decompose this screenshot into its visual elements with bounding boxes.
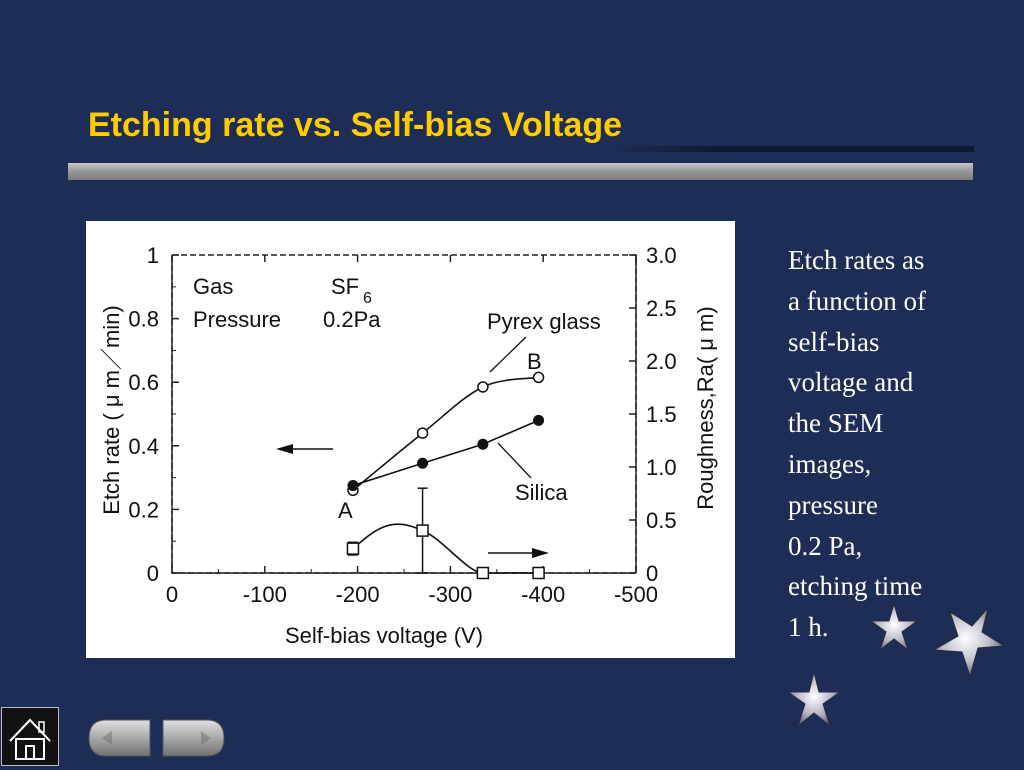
home-button[interactable] [1, 707, 59, 766]
data-point [346, 542, 360, 555]
data-point [532, 566, 545, 580]
y-left-tick-label: 0 [147, 561, 159, 586]
y-right-tick-label: 1.0 [646, 455, 677, 480]
x-tick-label: -100 [243, 582, 287, 607]
legend-pressure-label: Pressure [193, 307, 281, 332]
y-right-tick-label: 2.5 [646, 296, 677, 321]
side-line: the SEM [788, 408, 884, 439]
y-right-tick-label: 2.0 [646, 349, 677, 374]
prev-button[interactable] [88, 719, 151, 757]
y-right-tick-label: 3.0 [646, 243, 677, 268]
left-axis-arrow-head [276, 444, 293, 454]
annotation-label: A [338, 498, 353, 523]
x-axis-label: Self-bias voltage (V) [285, 623, 483, 648]
series-label-pyrex: Pyrex glass [487, 309, 601, 334]
data-point [347, 480, 359, 492]
home-icon [9, 718, 51, 760]
side-line: 1 h. [788, 612, 829, 643]
side-line: self-bias [788, 326, 880, 357]
series-line-silica [352, 419, 539, 487]
x-tick-label: -200 [336, 582, 380, 607]
y-axis-right-label: Roughness,Ra( μ m) [693, 306, 718, 509]
series-label-silica: Silica [515, 480, 568, 505]
side-line: voltage and [788, 367, 914, 398]
side-description: Etch rates as a function of self-bias vo… [788, 240, 988, 648]
y-right-tick-label: 0 [646, 561, 658, 586]
y-left-tick-label: 0.6 [128, 370, 159, 395]
legend-gas-subscript: 6 [363, 290, 372, 307]
slide-title: Etching rate vs. Self-bias Voltage [88, 106, 623, 144]
leader-line-silica [497, 442, 532, 479]
x-tick-label: -400 [521, 582, 565, 607]
next-button[interactable] [162, 719, 225, 757]
leader-line-pyrex [489, 336, 527, 373]
legend-pressure-value: 0.2Pa [323, 307, 381, 332]
star-icon [932, 607, 1006, 678]
legend-gas-value: SF [331, 274, 359, 299]
x-tick-label: -300 [428, 582, 472, 607]
side-line: a function of [788, 285, 926, 316]
title-shadow [610, 146, 974, 152]
annotation-label: B [527, 349, 542, 374]
side-line: images, [788, 448, 872, 479]
y-left-tick-label: 0.4 [128, 434, 159, 459]
y-left-tick-label: 1 [147, 243, 159, 268]
data-point [477, 438, 489, 450]
legend-gas-label: Gas [193, 274, 233, 299]
side-line: 0.2 Pa, [788, 530, 863, 561]
y-right-tick-label: 1.5 [646, 402, 677, 427]
data-point [416, 524, 429, 537]
y-left-tick-label: 0.2 [128, 497, 159, 522]
right-axis-arrow-head [532, 548, 549, 558]
series-line-roughness [352, 523, 539, 574]
star-icon [869, 602, 919, 652]
side-line: etching time [788, 571, 923, 602]
data-point [416, 427, 429, 439]
x-tick-label: 0 [166, 582, 178, 607]
title-divider [68, 163, 973, 180]
data-point [417, 457, 429, 469]
chart-image: 0 -100 -200 -300 -400 -500 0 0.2 0.4 0.6 0.8 1 0 0.5 1… [86, 221, 735, 658]
series-line-pyrex-glass [352, 376, 539, 491]
x-tick-label: -500 [614, 582, 658, 607]
y-right-tick-label: 0.5 [646, 508, 677, 533]
y-left-tick-label: 0.8 [128, 307, 159, 332]
prev-arrow-icon [102, 731, 112, 745]
side-line: Etch rates as [788, 245, 925, 275]
data-point [532, 371, 545, 384]
etch-rate-chart: 0 -100 -200 -300 -400 -50000.20.40.60.8100.51… [99, 243, 718, 648]
data-point [533, 414, 545, 426]
next-arrow-icon [201, 731, 211, 745]
y-axis-left-label: Etch rate ( μ m／min) [99, 305, 124, 514]
star-icon [786, 671, 842, 728]
data-point [476, 566, 490, 580]
data-point [477, 381, 489, 393]
side-line: pressure [788, 489, 878, 520]
